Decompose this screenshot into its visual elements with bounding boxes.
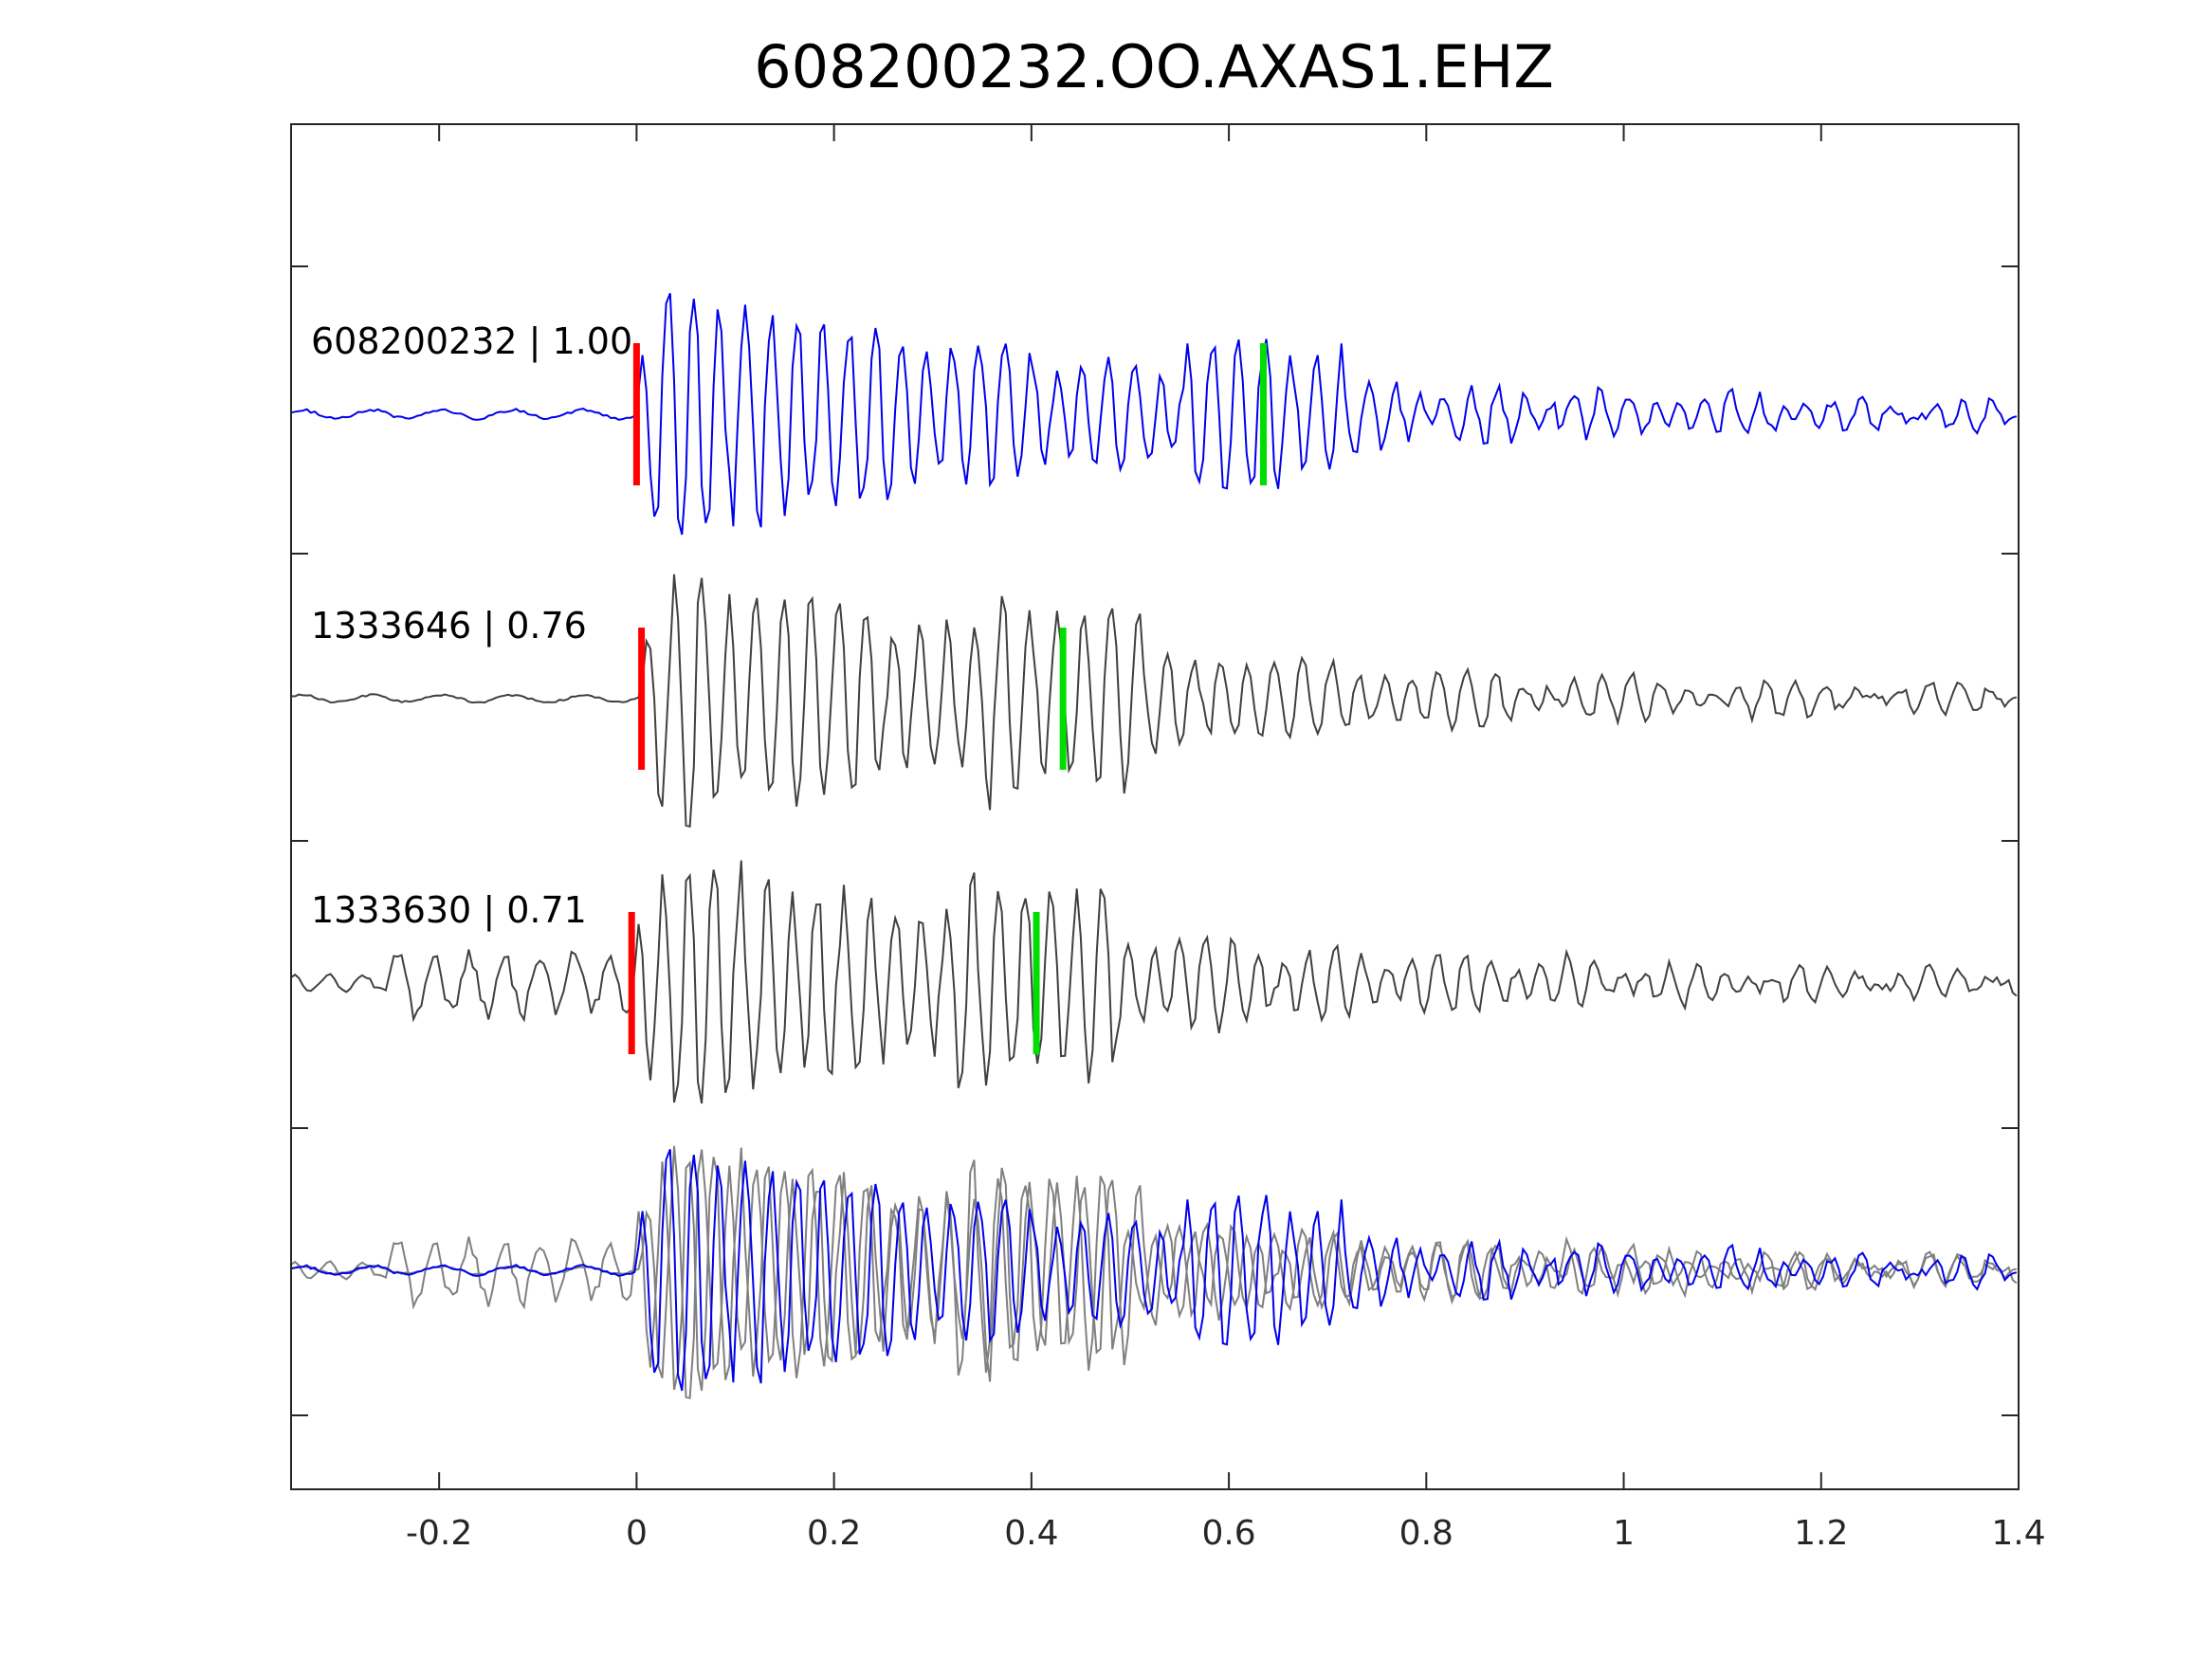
x-tick-label: 1.2 [1794, 1514, 1848, 1553]
x-tick-label: 0.2 [807, 1514, 861, 1553]
x-tick-label: 0.8 [1399, 1514, 1453, 1553]
x-tick-label: 0 [626, 1514, 648, 1553]
trace-1333646 [290, 574, 2018, 829]
x-tick-label: -0.2 [406, 1514, 472, 1553]
overlay-trace-608200232 [290, 1149, 2018, 1392]
x-tick-label: 0.6 [1201, 1514, 1255, 1553]
overlay-trace-1333646 [290, 1145, 2018, 1400]
plot-area [290, 293, 2018, 1400]
trace-608200232 [290, 293, 2018, 536]
x-tick-label: 0.4 [1004, 1514, 1058, 1553]
axes-box [290, 123, 2020, 1490]
x-axis: -0.2 0 0.2 0.4 0.6 0.8 1 1.2 1.4 [406, 124, 2046, 1553]
trace-label: 608200232 | 1.00 [311, 320, 632, 363]
y-axis [291, 265, 2019, 1416]
trace-label: 1333630 | 0.71 [311, 889, 587, 932]
overlay-trace-1333630 [290, 1147, 2018, 1392]
x-tick-label: 1 [1613, 1514, 1635, 1553]
trace-labels: 608200232 | 1.00 1333646 | 0.76 1333630 | … [311, 320, 632, 932]
x-tick-label: 1.4 [1991, 1514, 2045, 1553]
trace-1333630 [290, 860, 2018, 1104]
trace-label: 1333646 | 0.76 [311, 605, 587, 647]
chart-title: 608200232.OO.AXAS1.EHZ [754, 32, 1554, 101]
